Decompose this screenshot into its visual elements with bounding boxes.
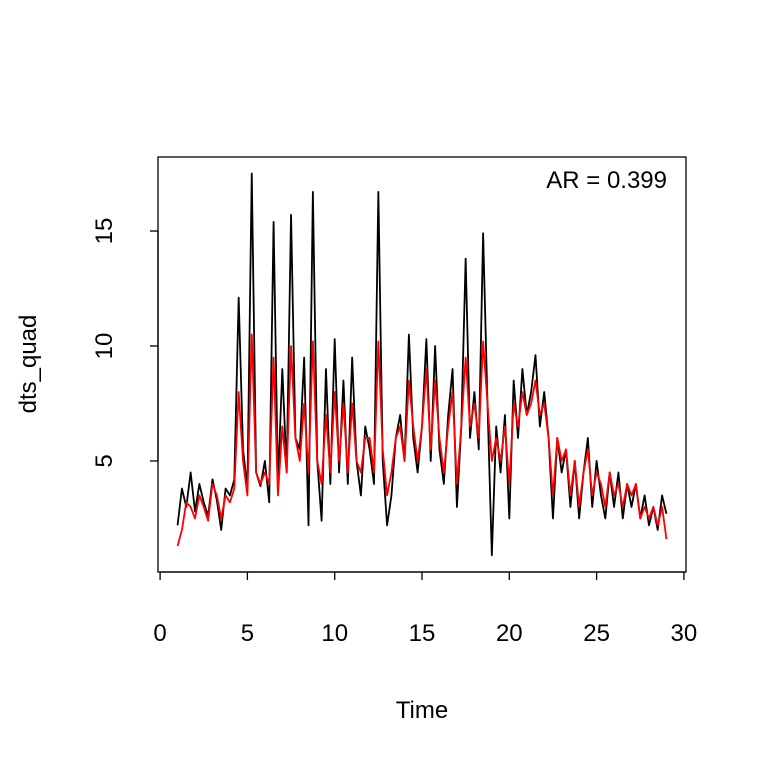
x-tick-label: 20: [496, 620, 523, 647]
y-tick-label: 10: [91, 333, 118, 360]
x-axis-label: Time: [396, 697, 448, 724]
x-tick-label: 0: [153, 620, 166, 647]
y-tick-label: 5: [91, 454, 118, 467]
x-tick-label: 15: [409, 620, 436, 647]
x-tick-label: 10: [321, 620, 348, 647]
x-tick-label: 5: [241, 620, 254, 647]
y-axis-label: dts_quad: [15, 315, 42, 414]
x-tick-label: 30: [671, 620, 698, 647]
series-line: [176, 333, 668, 547]
x-tick-label: 25: [583, 620, 610, 647]
annotation: AR = 0.399: [546, 167, 667, 194]
y-tick-label: 15: [91, 218, 118, 245]
